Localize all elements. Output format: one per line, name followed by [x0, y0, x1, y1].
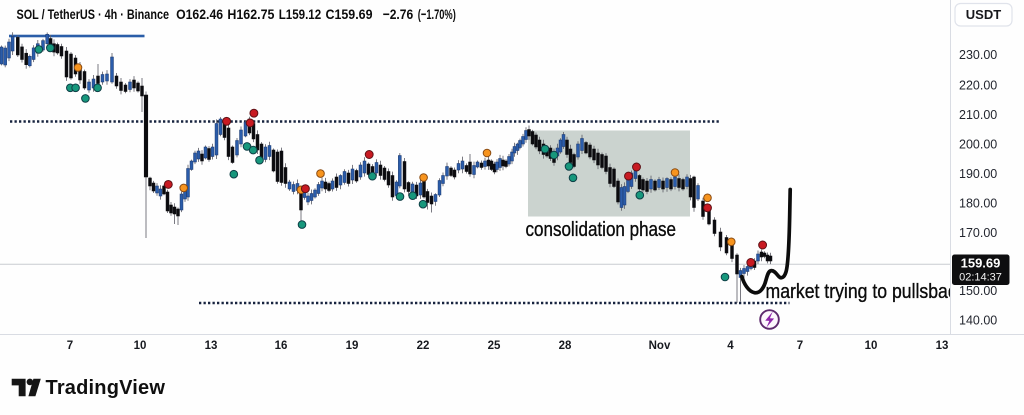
svg-text:220.00: 220.00: [959, 79, 997, 93]
svg-text:180.00: 180.00: [959, 197, 997, 211]
svg-text:7: 7: [797, 340, 803, 352]
svg-text:16: 16: [275, 340, 288, 352]
svg-text:L159.12: L159.12: [279, 7, 322, 23]
svg-text:13: 13: [205, 340, 218, 352]
svg-text:Nov: Nov: [649, 340, 671, 352]
svg-text:4: 4: [727, 340, 734, 352]
svg-text:C159.69: C159.69: [326, 7, 373, 23]
svg-text:170.00: 170.00: [959, 226, 997, 240]
svg-text:210.00: 210.00: [959, 108, 997, 122]
svg-text:190.00: 190.00: [959, 167, 997, 181]
svg-text:02:14:37: 02:14:37: [959, 272, 1002, 284]
svg-text:SOL / TetherUS · 4h · Binance: SOL / TetherUS · 4h · Binance: [17, 7, 170, 23]
svg-text:10: 10: [134, 340, 147, 352]
svg-text:−2.76: −2.76: [383, 7, 414, 23]
svg-text:H162.75: H162.75: [227, 7, 274, 23]
svg-text:19: 19: [346, 340, 359, 352]
svg-text:TradingView: TradingView: [46, 377, 166, 399]
svg-text:consolidation phase: consolidation phase: [526, 218, 677, 241]
svg-text:10: 10: [865, 340, 878, 352]
svg-text:200.00: 200.00: [959, 138, 997, 152]
svg-text:159.69: 159.69: [961, 256, 1001, 271]
svg-text:O162.46: O162.46: [176, 7, 223, 23]
svg-text:7: 7: [67, 340, 73, 352]
svg-text:market trying to pullsback: market trying to pullsback: [766, 280, 967, 303]
svg-text:230.00: 230.00: [959, 48, 997, 62]
svg-text:25: 25: [488, 340, 501, 352]
svg-text:22: 22: [417, 340, 430, 352]
svg-text:USDT: USDT: [966, 7, 1001, 22]
svg-text:(−1.70%): (−1.70%): [418, 7, 456, 23]
svg-text:150.00: 150.00: [959, 284, 997, 298]
svg-text:28: 28: [559, 340, 572, 352]
svg-text:140.00: 140.00: [959, 314, 997, 328]
svg-text:13: 13: [936, 340, 949, 352]
